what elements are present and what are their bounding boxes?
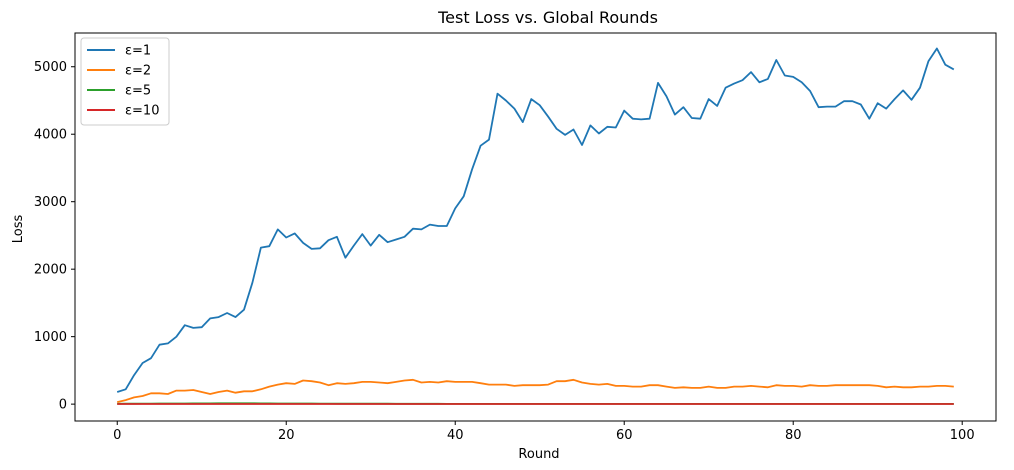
x-tick-label: 20 [278,428,295,443]
y-tick-label: 0 [59,398,67,413]
plot-frame [74,32,997,422]
chart-title: Test Loss vs. Global Rounds [437,8,658,27]
y-tick-label: 3000 [34,195,67,210]
legend-label: ε=5 [125,84,151,99]
x-tick-label: 40 [447,428,464,443]
y-axis-label: Loss [11,215,26,244]
legend-label: ε=1 [125,44,151,59]
x-tick-label: 100 [950,428,975,443]
legend-label: ε=2 [125,64,151,79]
x-tick-label: 0 [113,428,121,443]
y-tick-label: 2000 [34,263,67,278]
plot-area [74,32,997,422]
x-tick-label: 60 [616,428,633,443]
y-tick-label: 5000 [34,60,67,75]
y-axis: 0 1000 2000 3000 4000 5000 [34,60,75,413]
series-line-1 [116,47,955,393]
x-axis: 0 20 40 60 80 100 [113,421,975,443]
legend-label: ε=10 [125,104,159,119]
y-tick-label: 4000 [34,128,67,143]
x-axis-label: Round [518,447,559,462]
series-line-2 [116,378,954,403]
legend: ε=1 ε=2 ε=5 ε=10 [80,37,170,126]
legend-box [80,37,170,126]
y-tick-label: 1000 [34,330,67,345]
x-tick-label: 80 [785,428,802,443]
